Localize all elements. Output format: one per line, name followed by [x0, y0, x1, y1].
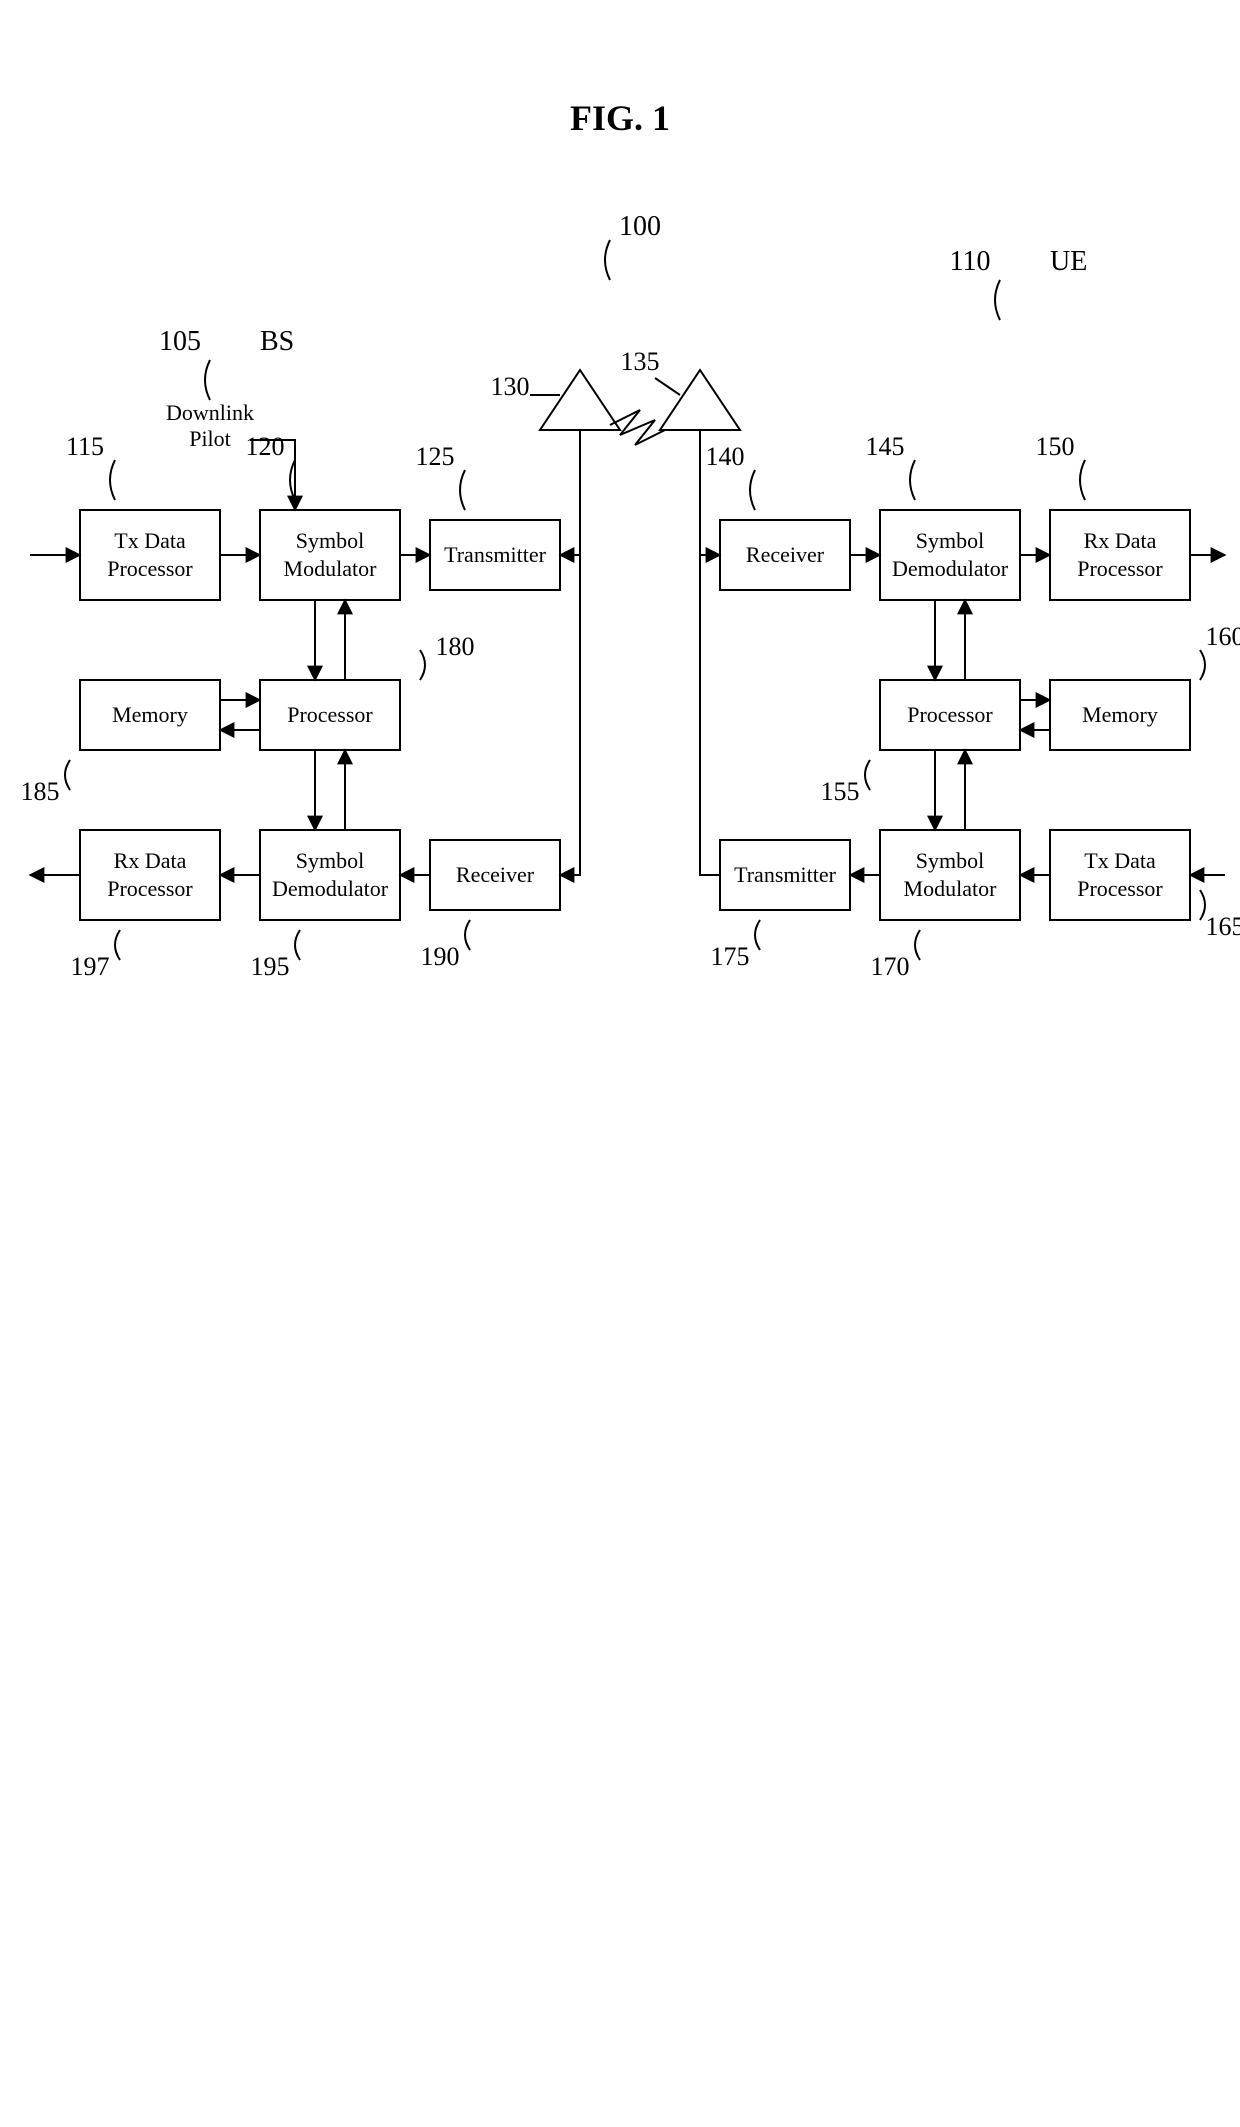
svg-text:Memory: Memory: [1082, 702, 1158, 727]
svg-text:Modulator: Modulator: [284, 556, 378, 581]
svg-text:Tx Data: Tx Data: [114, 528, 186, 553]
bs-ref: 105 BS: [159, 326, 294, 400]
bs-memory: Memory 185: [21, 680, 221, 806]
svg-text:Tx Data: Tx Data: [1084, 848, 1156, 873]
ue-transmitter-to-antenna: [700, 555, 720, 875]
svg-text:Symbol: Symbol: [296, 848, 364, 873]
svg-text:120: 120: [246, 432, 285, 461]
svg-text:195: 195: [251, 952, 290, 981]
bs-antenna-to-receiver: [560, 555, 580, 875]
svg-text:115: 115: [66, 432, 104, 461]
svg-text:100: 100: [619, 211, 661, 242]
svg-text:185: 185: [21, 777, 60, 806]
svg-text:Rx Data: Rx Data: [1084, 528, 1157, 553]
bs-receiver: Receiver 190: [421, 840, 561, 971]
ue-rx-data-processor: Rx Data Processor 150: [1036, 432, 1191, 600]
svg-text:130: 130: [491, 372, 530, 401]
ue-ref: 110 UE: [950, 246, 1088, 320]
svg-text:Memory: Memory: [112, 702, 188, 727]
svg-text:110: 110: [950, 246, 991, 277]
svg-text:Symbol: Symbol: [916, 528, 984, 553]
svg-text:140: 140: [706, 442, 745, 471]
svg-text:190: 190: [421, 942, 460, 971]
svg-text:180: 180: [436, 632, 475, 661]
svg-text:160: 160: [1206, 622, 1240, 651]
svg-text:105: 105: [159, 326, 201, 357]
bs-transmitter: Transmitter 125: [416, 442, 561, 590]
svg-text:Processor: Processor: [287, 702, 373, 727]
ue-symbol-demodulator: Symbol Demodulator 145: [866, 432, 1021, 600]
svg-text:Demodulator: Demodulator: [892, 556, 1009, 581]
figure-title: FIG. 1: [570, 98, 670, 138]
svg-text:155: 155: [821, 777, 860, 806]
svg-text:125: 125: [416, 442, 455, 471]
svg-text:150: 150: [1036, 432, 1075, 461]
bs-antenna: 130: [491, 370, 621, 555]
svg-text:Downlink: Downlink: [166, 400, 254, 425]
ue-tx-data-processor: Tx Data Processor 165: [1050, 830, 1240, 941]
bs-symbol-demodulator: Symbol Demodulator 195: [251, 830, 401, 981]
svg-text:Pilot: Pilot: [189, 426, 231, 451]
svg-text:165: 165: [1206, 912, 1240, 941]
svg-text:BS: BS: [260, 326, 294, 357]
bs-rx-data-processor: Rx Data Processor 197: [71, 830, 221, 981]
svg-text:Processor: Processor: [1077, 876, 1163, 901]
svg-text:Processor: Processor: [907, 702, 993, 727]
svg-text:Receiver: Receiver: [456, 862, 535, 887]
svg-text:Processor: Processor: [1077, 556, 1163, 581]
svg-text:Demodulator: Demodulator: [272, 876, 389, 901]
downlink-pilot-label: Downlink Pilot: [166, 400, 254, 451]
bs-symbol-modulator: Symbol Modulator 120: [246, 432, 401, 600]
bs-processor: Processor 180: [260, 632, 475, 750]
svg-text:135: 135: [621, 347, 660, 376]
svg-text:170: 170: [871, 952, 910, 981]
ue-receiver: Receiver 140: [706, 442, 851, 590]
ue-memory: Memory 160: [1050, 622, 1240, 750]
svg-text:Transmitter: Transmitter: [444, 542, 547, 567]
svg-text:145: 145: [866, 432, 905, 461]
svg-text:Symbol: Symbol: [916, 848, 984, 873]
svg-text:Receiver: Receiver: [746, 542, 825, 567]
svg-text:175: 175: [711, 942, 750, 971]
svg-text:Modulator: Modulator: [904, 876, 998, 901]
svg-text:197: 197: [71, 952, 110, 981]
ue-transmitter: Transmitter 175: [711, 840, 851, 971]
ue-processor: Processor 155: [821, 680, 1021, 806]
svg-text:Transmitter: Transmitter: [734, 862, 837, 887]
figure-1-diagram: FIG. 1 100 105 BS 110 UE Tx Data Process…: [0, 0, 1240, 2127]
bs-tx-data-processor: Tx Data Processor 115: [66, 432, 220, 600]
svg-text:Symbol: Symbol: [296, 528, 364, 553]
svg-text:Rx Data: Rx Data: [114, 848, 187, 873]
svg-text:Processor: Processor: [107, 876, 193, 901]
ue-symbol-modulator: Symbol Modulator 170: [871, 830, 1021, 981]
svg-text:UE: UE: [1050, 246, 1087, 277]
svg-text:Processor: Processor: [107, 556, 193, 581]
system-ref: 100: [605, 211, 661, 280]
